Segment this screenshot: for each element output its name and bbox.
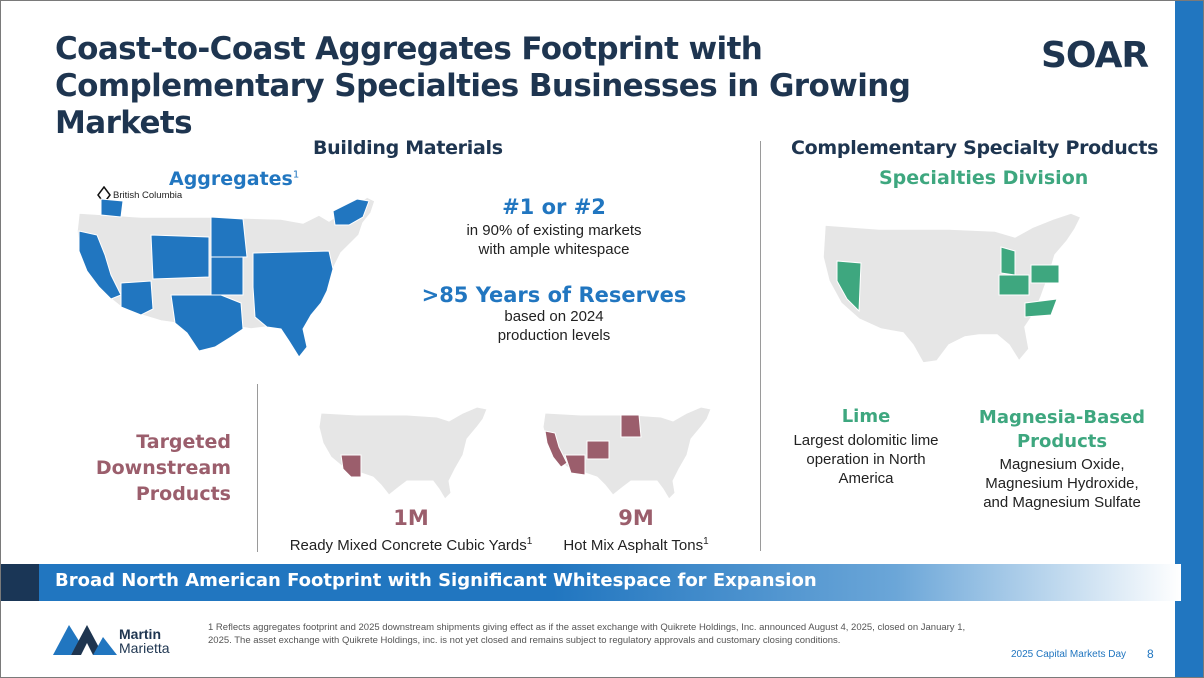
banner-gradient [39, 564, 1181, 601]
magnesia-title-line2: Products [1016, 431, 1108, 452]
martin-marietta-wordmark: Martin Marietta [119, 627, 170, 655]
specialty-products-heading: Complementary Specialty Products [791, 137, 1159, 159]
footnote: 1 Reflects aggregates footprint and 2025… [208, 622, 966, 646]
region-california [544, 430, 568, 468]
stat-rank-line2: with ample whitespace [478, 241, 630, 258]
martin-marietta-mark-icon [53, 625, 117, 655]
asphalt-label-text: Hot Mix Asphalt Tons [563, 537, 704, 554]
banner-accent [1, 564, 39, 601]
concrete-label: Ready Mixed Concrete Cubic Yards1 [271, 532, 551, 555]
concrete-footnote-ref: 1 [526, 536, 533, 547]
us-map-outline-specialties [822, 212, 1083, 364]
us-map-outline-concrete [318, 406, 488, 500]
martin-marietta-logo [53, 619, 119, 664]
region-pacific-northwest [100, 198, 124, 218]
aggregates-label: Aggregates1 [169, 168, 299, 190]
magnesia-line2: Magnesium Hydroxide, [985, 475, 1139, 492]
page-title: Coast-to-Coast Aggregates Footprint with… [55, 31, 911, 141]
magnesia-title-line1: Magnesia-Based [978, 407, 1146, 428]
stat-reserves-line2: production levels [497, 327, 611, 344]
downstream-divider [257, 384, 258, 552]
aggregates-map [76, 196, 376, 359]
stat-rank-line1: in 90% of existing markets [466, 222, 642, 239]
stat-reserves-line1: based on 2024 [504, 308, 604, 325]
lime-description: Largest dolomitic lime operation in Nort… [777, 431, 955, 488]
region-rockies [150, 234, 210, 280]
lime-line2: operation in North [806, 451, 926, 468]
region-north-carolina [1024, 298, 1058, 318]
concrete-label-text: Ready Mixed Concrete Cubic Yards [289, 537, 527, 554]
region-minnesota [620, 414, 642, 438]
lime-line1: Largest dolomitic lime [793, 432, 939, 449]
lime-title: Lime [841, 406, 891, 427]
key-message-banner: Broad North American Footprint with Sign… [1, 564, 1181, 601]
specialties-map [822, 212, 1083, 364]
page-number: 8 [1147, 647, 1154, 661]
downstream-label: Targeted Downstream Products [91, 429, 231, 507]
concrete-value: 1M [393, 506, 429, 530]
region-southwest [120, 280, 154, 316]
region-texas [170, 294, 244, 352]
british-columbia-label: British Columbia [113, 190, 183, 201]
center-divider [760, 141, 761, 551]
magnesia-line1: Magnesium Oxide, [999, 456, 1125, 473]
region-michigan [1000, 246, 1016, 276]
region-nevada [836, 260, 862, 313]
region-ohio-indiana [998, 274, 1030, 296]
asphalt-value: 9M [618, 506, 654, 530]
asphalt-footnote-ref: 1 [703, 536, 709, 547]
region-new-england [332, 198, 370, 226]
building-materials-heading: Building Materials [313, 137, 503, 159]
soar-logo: SOAR [1041, 35, 1149, 76]
event-label: 2025 Capital Markets Day [1011, 649, 1127, 660]
aggregates-footnote-ref: 1 [292, 169, 300, 181]
company-line1: Martin [119, 626, 161, 642]
region-arizona [340, 454, 362, 478]
downstream-label-line1: Targeted [136, 431, 231, 453]
aggregates-text: Aggregates [169, 168, 293, 190]
downstream-label-line3: Products [135, 483, 231, 505]
region-southeast [252, 250, 334, 358]
region-arizona-asphalt [564, 454, 586, 476]
downstream-label-line2: Downstream [95, 457, 231, 479]
stat-rank-value: #1 or #2 [502, 195, 606, 219]
magnesia-description: Magnesium Oxide, Magnesium Hydroxide, an… [962, 455, 1162, 512]
soar-logo-text: SOAR [1041, 35, 1149, 76]
banner-text: Broad North American Footprint with Sign… [55, 570, 817, 591]
magnesia-title: Magnesia-Based Products [967, 406, 1157, 454]
region-plains [210, 256, 244, 296]
concrete-map [318, 406, 488, 500]
asphalt-label: Hot Mix Asphalt Tons1 [546, 532, 726, 555]
region-west-coast [78, 230, 122, 300]
region-pennsylvania [1030, 264, 1060, 284]
specialties-division-label: Specialties Division [879, 167, 1089, 189]
region-colorado [586, 440, 610, 460]
asphalt-map [542, 406, 712, 500]
lime-line3: America [838, 470, 894, 487]
magnesia-line3: and Magnesium Sulfate [983, 494, 1141, 511]
region-midwest [210, 216, 248, 258]
stat-reserves-value: >85 Years of Reserves [421, 283, 687, 307]
company-line2: Marietta [119, 640, 170, 656]
